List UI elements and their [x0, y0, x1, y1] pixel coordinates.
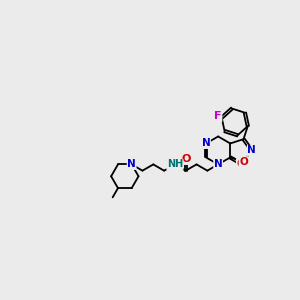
Text: O: O	[236, 159, 246, 169]
Text: N: N	[248, 146, 256, 155]
Text: O: O	[239, 157, 248, 167]
Text: N: N	[202, 139, 210, 148]
Text: N: N	[127, 159, 136, 170]
Text: N: N	[214, 159, 223, 170]
Text: O: O	[181, 154, 190, 164]
Text: NH: NH	[167, 159, 183, 170]
Text: F: F	[214, 112, 222, 122]
